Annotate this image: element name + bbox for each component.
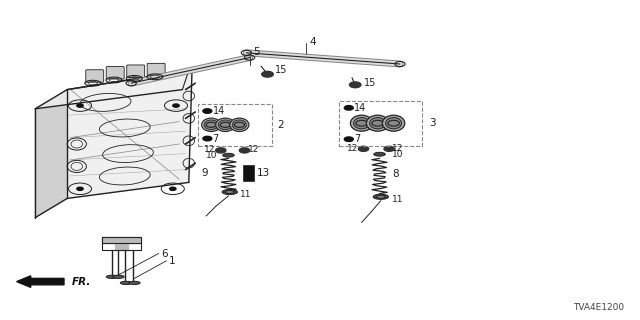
- FancyBboxPatch shape: [86, 70, 104, 82]
- Circle shape: [203, 136, 212, 141]
- Text: 10: 10: [392, 150, 404, 159]
- FancyBboxPatch shape: [147, 63, 165, 76]
- Circle shape: [384, 146, 394, 151]
- Ellipse shape: [204, 120, 218, 130]
- Circle shape: [344, 137, 353, 141]
- Bar: [339, 101, 422, 146]
- Text: 9: 9: [202, 168, 208, 179]
- Ellipse shape: [376, 195, 385, 198]
- Polygon shape: [35, 90, 67, 218]
- Ellipse shape: [351, 115, 372, 131]
- Text: 12: 12: [248, 145, 259, 154]
- Ellipse shape: [218, 120, 232, 130]
- Ellipse shape: [230, 118, 249, 132]
- Ellipse shape: [225, 190, 234, 193]
- Text: 14: 14: [212, 106, 225, 116]
- Ellipse shape: [113, 275, 124, 278]
- Circle shape: [77, 187, 83, 190]
- Text: 7: 7: [354, 134, 360, 144]
- Text: 4: 4: [309, 36, 316, 47]
- Text: 5: 5: [253, 47, 259, 57]
- Circle shape: [262, 71, 273, 77]
- Text: 12: 12: [392, 144, 404, 153]
- Circle shape: [77, 104, 83, 107]
- Ellipse shape: [129, 281, 140, 284]
- FancyBboxPatch shape: [127, 65, 145, 77]
- Polygon shape: [102, 237, 141, 250]
- Text: 11: 11: [392, 195, 403, 204]
- Bar: [243, 165, 254, 181]
- Text: FR.: FR.: [72, 276, 91, 287]
- Polygon shape: [35, 70, 189, 109]
- Circle shape: [358, 146, 369, 151]
- Circle shape: [170, 187, 176, 190]
- Text: 15: 15: [275, 65, 287, 76]
- Text: 10: 10: [205, 151, 217, 160]
- Circle shape: [173, 104, 179, 107]
- Circle shape: [349, 82, 361, 88]
- Text: 14: 14: [354, 103, 366, 113]
- FancyArrow shape: [17, 276, 64, 287]
- Ellipse shape: [354, 117, 370, 129]
- Ellipse shape: [367, 115, 389, 131]
- Text: 2: 2: [277, 120, 284, 130]
- Ellipse shape: [223, 153, 234, 157]
- Ellipse shape: [373, 194, 388, 199]
- Ellipse shape: [374, 152, 385, 156]
- Circle shape: [203, 109, 212, 113]
- Text: 1: 1: [168, 256, 175, 266]
- Circle shape: [216, 148, 226, 153]
- Text: 7: 7: [212, 133, 219, 144]
- Text: 11: 11: [240, 190, 252, 199]
- Circle shape: [239, 148, 250, 153]
- Ellipse shape: [106, 275, 118, 278]
- FancyBboxPatch shape: [106, 67, 124, 79]
- Ellipse shape: [370, 117, 385, 129]
- Polygon shape: [67, 70, 192, 198]
- Text: 13: 13: [257, 168, 271, 178]
- Ellipse shape: [120, 281, 132, 284]
- Text: 6: 6: [161, 249, 168, 259]
- Bar: [198, 104, 272, 146]
- Ellipse shape: [216, 118, 235, 132]
- Ellipse shape: [232, 120, 246, 130]
- Circle shape: [344, 106, 353, 110]
- Ellipse shape: [386, 117, 402, 129]
- Text: TVA4E1200: TVA4E1200: [573, 303, 624, 312]
- Text: 15: 15: [364, 78, 376, 88]
- Text: 8: 8: [392, 169, 399, 180]
- Text: 12: 12: [347, 144, 358, 153]
- Ellipse shape: [383, 115, 405, 131]
- Ellipse shape: [202, 118, 221, 132]
- Text: 3: 3: [429, 118, 435, 128]
- Text: 12: 12: [204, 145, 216, 154]
- Ellipse shape: [222, 189, 237, 195]
